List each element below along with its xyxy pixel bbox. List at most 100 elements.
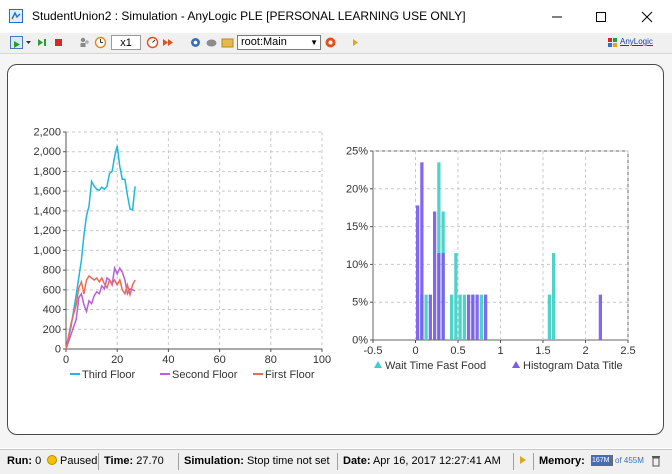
speed-up-button[interactable]	[146, 36, 159, 49]
histogram-bar	[552, 253, 556, 340]
histogram-bar	[484, 294, 488, 340]
x-tick-label: 20	[111, 354, 123, 366]
x-tick-label: 0.5	[450, 345, 465, 357]
minimize-icon	[552, 16, 562, 17]
speed-display: x1	[111, 35, 141, 50]
date-status: Date: Apr 16, 2017 12:27:41 AM	[343, 455, 501, 467]
experiment-select[interactable]: root:Main ▼	[237, 35, 321, 50]
step-button[interactable]	[36, 36, 49, 49]
y-tick-label: 0%	[352, 335, 368, 347]
histogram-bar	[416, 205, 420, 340]
maximize-button[interactable]	[578, 0, 624, 33]
real-time-button[interactable]	[78, 36, 91, 49]
garbage-collect-button[interactable]	[651, 454, 661, 470]
target-icon	[325, 37, 336, 48]
experiment-select-value: root:Main	[241, 36, 287, 48]
window-title: StudentUnion2 : Simulation - AnyLogic PL…	[32, 9, 466, 23]
time-label: Time:	[104, 455, 134, 467]
run-button[interactable]	[10, 36, 23, 49]
folder-icon	[221, 38, 234, 48]
memory-usage-bar	[591, 455, 613, 466]
minimize-button[interactable]	[534, 0, 580, 33]
histogram-bar	[471, 294, 475, 340]
memory-total: of 455M	[615, 456, 644, 465]
y-tick-label: 200	[43, 324, 61, 336]
histogram-bar	[479, 294, 483, 340]
navigate-button[interactable]	[221, 36, 234, 49]
developer-panel-button[interactable]	[205, 36, 218, 49]
status-divider	[98, 453, 99, 470]
histogram-bar	[458, 294, 462, 340]
x-tick-label: 100	[313, 354, 331, 366]
small-play-icon	[520, 456, 526, 464]
close-button[interactable]	[624, 0, 670, 33]
x-tick-label: 40	[162, 354, 174, 366]
wait-time-histogram-chart: 0% 5% 10% 15% 20% 25% -0.5 0 0.5 1 1.5 2 2.5 Wait Tim…	[346, 146, 636, 373]
y-tick-label: 5%	[352, 297, 368, 309]
small-play-icon	[353, 39, 358, 46]
slow-down-button[interactable]	[94, 36, 107, 49]
run-dropdown[interactable]	[25, 36, 32, 49]
legend-swatch	[374, 361, 382, 368]
y-tick-label: 0	[55, 344, 61, 356]
people-icon	[80, 37, 89, 47]
legend-label: First Floor	[265, 369, 315, 381]
series-line-first-floor	[65, 274, 136, 350]
x-tick-label: 2	[582, 345, 588, 357]
histogram-bar	[475, 294, 479, 340]
histogram-bar	[450, 294, 454, 340]
time-status: Time: 27.70	[104, 455, 164, 467]
run-status: Run: 0	[7, 455, 41, 467]
x-tick-label: 80	[265, 354, 277, 366]
legend-label: Wait Time Fast Food	[385, 360, 486, 372]
status-divider	[337, 453, 338, 470]
stop-button[interactable]	[52, 36, 65, 49]
histogram-bar	[437, 162, 441, 340]
y-tick-label: 10%	[346, 259, 368, 271]
charts-canvas: 02004006008001,0001,2001,4001,6001,8002,…	[33, 127, 636, 382]
chevron-down-icon: ▼	[310, 38, 318, 47]
y-tick-label: 600	[43, 284, 61, 296]
step-icon	[38, 39, 46, 46]
run-label: Run:	[7, 455, 33, 467]
y-tick-label: 2,200	[33, 127, 61, 139]
y-tick-label: 15%	[346, 221, 368, 233]
presentation-area: 0 200 400 600 800 1,000 1,200 1,400 1,600 1,800 2,…	[0, 54, 672, 448]
properties-button[interactable]	[189, 36, 202, 49]
simulation-status: Simulation: Stop time not set	[184, 455, 330, 467]
maximize-icon	[596, 11, 606, 22]
x-tick-label: 2.5	[620, 345, 635, 357]
status-bar: Run: 0 Paused Time: 27.70 Simulation: St…	[0, 449, 672, 474]
y-tick-label: 800	[43, 265, 61, 277]
plot-frame	[372, 150, 629, 341]
y-tick-label: 400	[43, 304, 61, 316]
trash-icon	[652, 456, 660, 467]
memory-label: Memory:	[539, 455, 585, 467]
title-bar: StudentUnion2 : Simulation - AnyLogic PL…	[0, 0, 672, 33]
y-tick-label: 1,800	[33, 166, 61, 178]
console-button[interactable]	[349, 36, 362, 49]
histogram-bar	[437, 253, 441, 340]
simulation-label: Simulation:	[184, 455, 244, 467]
histogram-bar	[424, 294, 428, 340]
y-tick-label: 25%	[346, 146, 368, 158]
series-line-third-floor	[65, 145, 136, 350]
run-state: Paused	[60, 455, 98, 467]
navigate-to-button[interactable]	[324, 36, 337, 49]
y-tick-label: 1,200	[33, 225, 61, 237]
chevron-down-icon	[26, 41, 31, 44]
x-tick-label: 0	[63, 354, 69, 366]
run-value: 0	[35, 455, 42, 467]
histogram-bar	[467, 294, 471, 340]
simulation-toolbar: x1 root:Main ▼ AnyLogic	[0, 33, 672, 54]
legend-label: Second Floor	[172, 369, 238, 381]
y-tick-label: 1,000	[33, 245, 61, 257]
memory-used: 167M	[592, 457, 610, 464]
x-tick-label: 0	[412, 345, 418, 357]
log-button[interactable]	[518, 454, 528, 469]
y-tick-label: 1,600	[33, 186, 61, 198]
fast-forward-button[interactable]	[162, 36, 175, 49]
play-icon	[14, 41, 20, 48]
date-value: Apr 16, 2017 12:27:41 AM	[372, 455, 501, 467]
anylogic-link[interactable]: AnyLogic	[620, 37, 653, 46]
